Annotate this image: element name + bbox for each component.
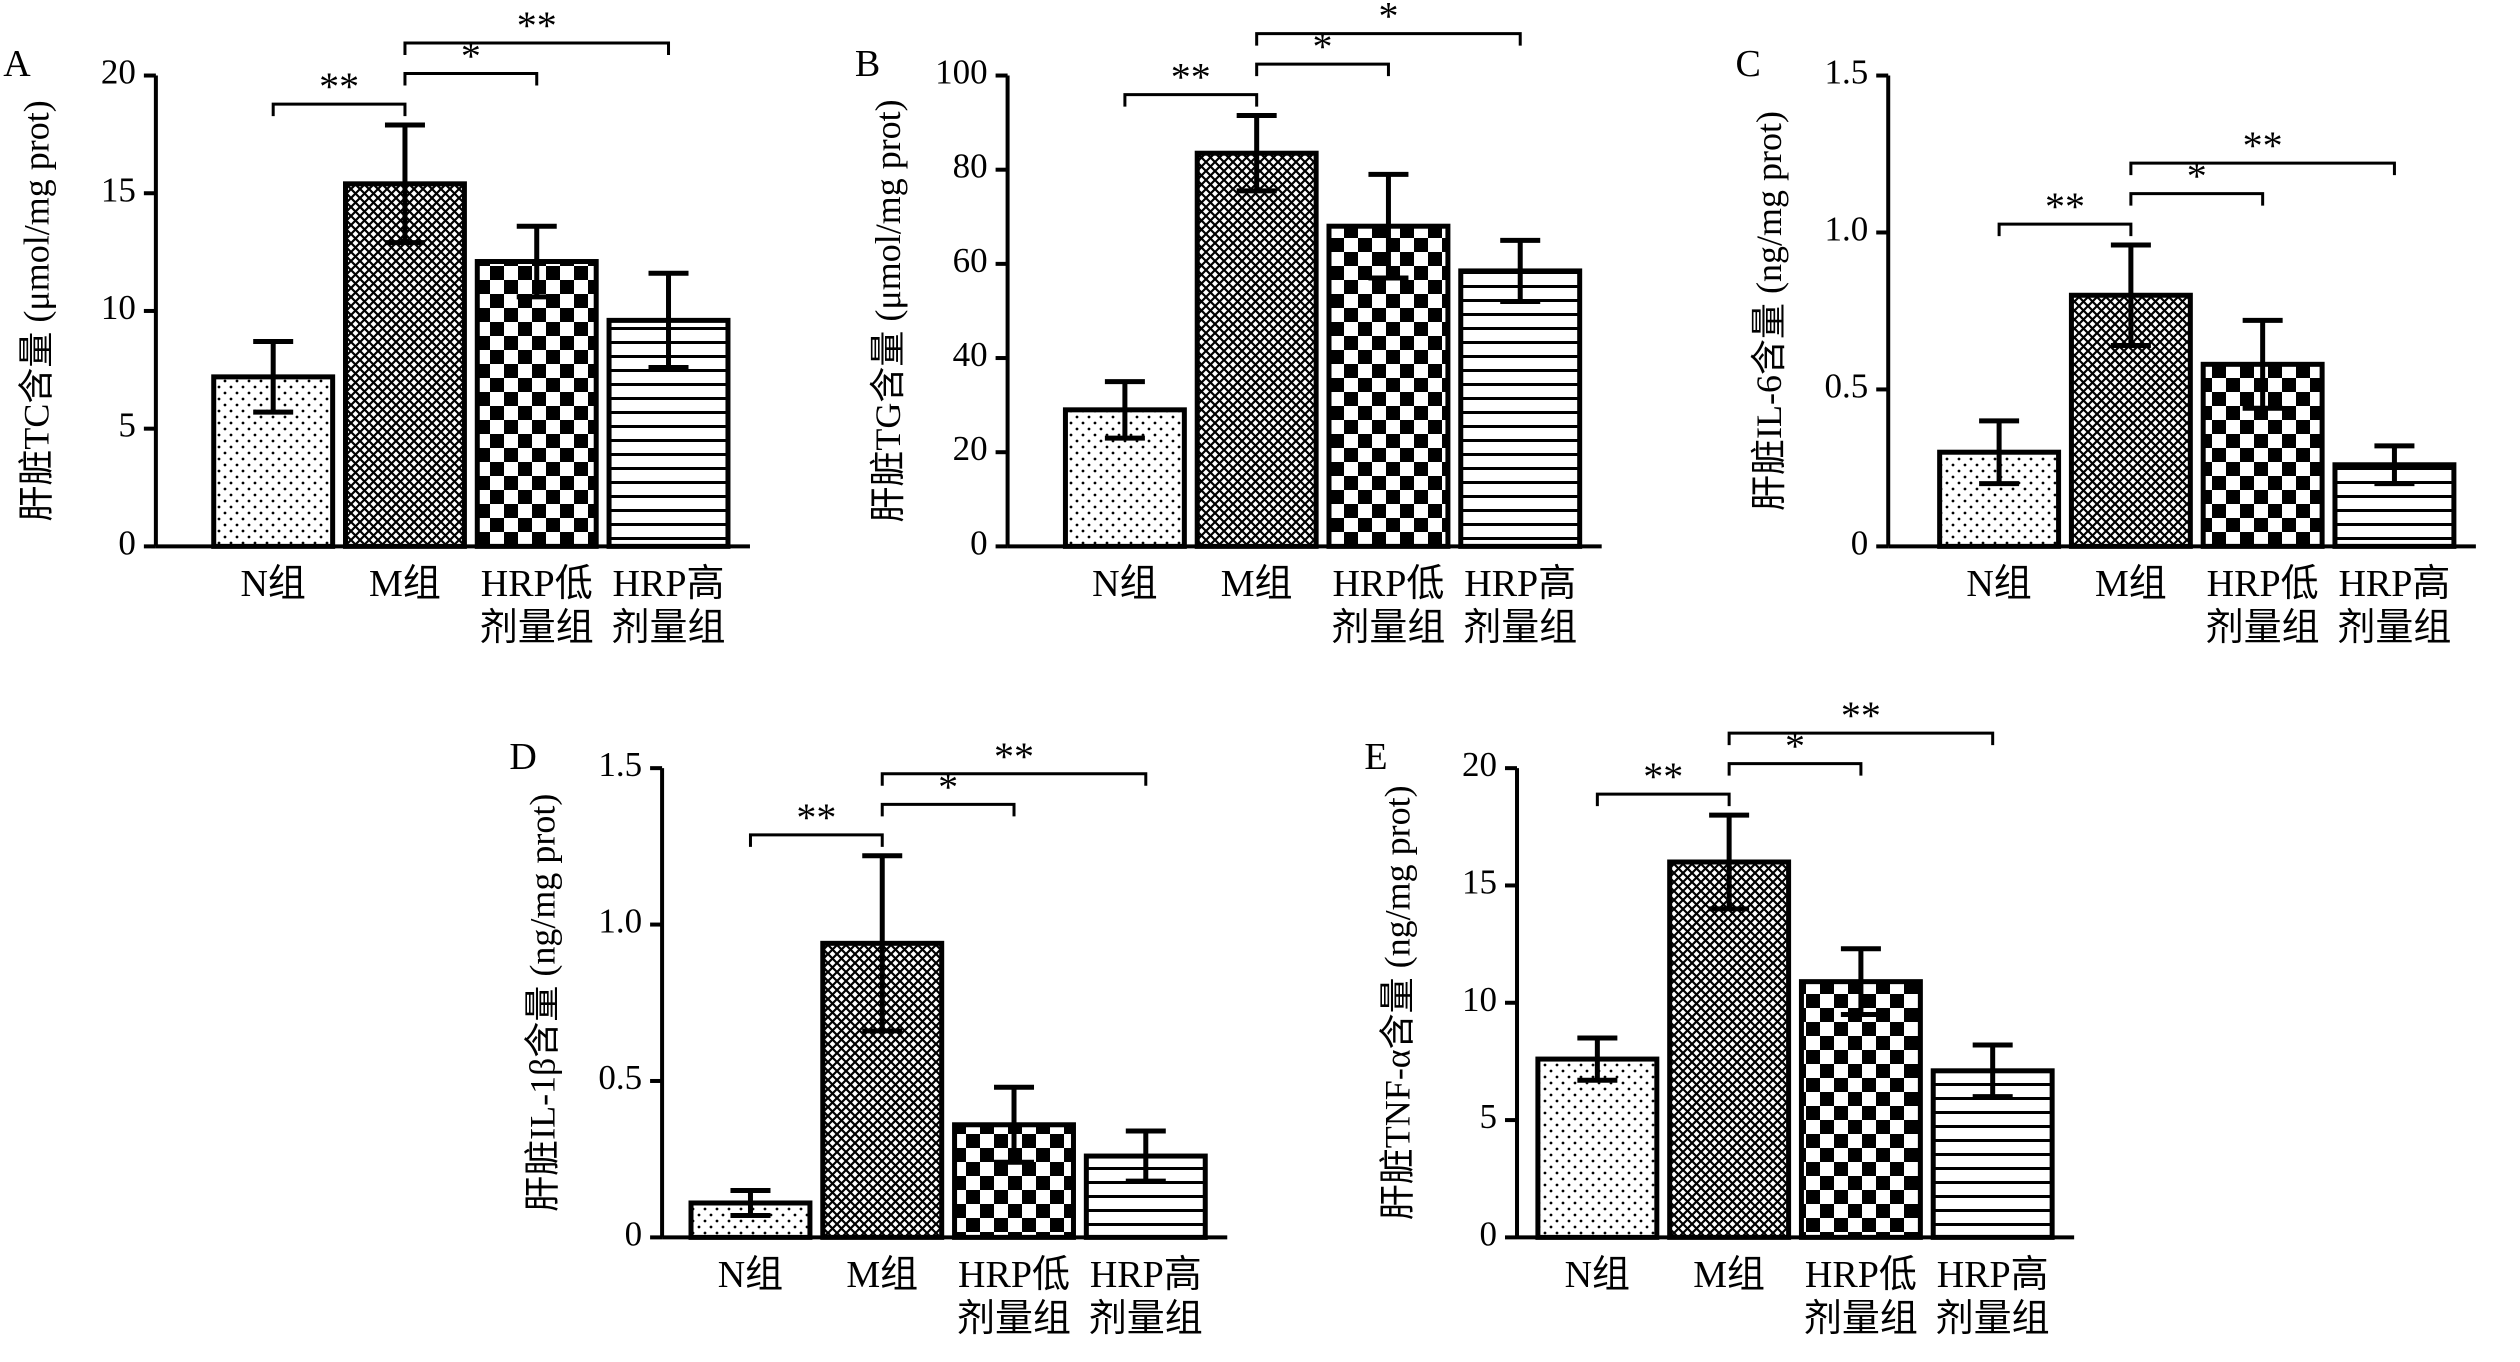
y-tick-label: 40 <box>953 335 988 374</box>
y-tick-label: 10 <box>1462 980 1497 1019</box>
x-tick-label: M组 <box>2094 563 2167 606</box>
y-axis-label: 肝脏TG含量 (μmol/mg prot) <box>868 99 908 522</box>
y-tick-label: 5 <box>118 406 136 445</box>
y-axis-label: 肝脏IL-6含量 (ng/mg prot) <box>1749 111 1789 511</box>
y-tick-label: 10 <box>101 288 136 327</box>
significance-label: ** <box>1643 754 1683 799</box>
significance-bracket <box>1123 93 1259 107</box>
y-axis-label: 肝脏TNF-α含量 (ng/mg prot) <box>1378 785 1418 1220</box>
bar <box>1194 150 1319 549</box>
y-tick-label: 0.5 <box>1824 366 1868 405</box>
bar <box>1535 1056 1660 1240</box>
significance-label: ** <box>2045 184 2085 229</box>
bar <box>1667 859 1792 1240</box>
y-tick-label: 80 <box>953 147 988 186</box>
y-tick-label: 0 <box>1851 523 1869 562</box>
significance-bracket <box>1595 792 1731 807</box>
panel-label: E <box>1364 736 1387 778</box>
significance-bracket <box>748 833 884 847</box>
x-tick-label: N组 <box>1966 563 2032 606</box>
significance-bracket <box>880 802 1016 817</box>
x-tick-label: M组 <box>1220 563 1293 606</box>
x-tick-label: HRP高剂量组 <box>611 563 726 650</box>
x-tick-label: HRP低剂量组 <box>479 563 594 650</box>
y-tick-label: 15 <box>101 170 136 209</box>
y-tick-label: 1.5 <box>1824 53 1868 92</box>
y-tick-label: 0 <box>970 523 988 562</box>
y-axis-label: 肝脏TC含量 (μmol/mg prot) <box>16 100 56 521</box>
x-tick-label: HRP高剂量组 <box>2337 563 2452 650</box>
x-tick-label: N组 <box>717 1254 784 1297</box>
x-tick-label: M组 <box>369 563 441 606</box>
significance-label: * <box>1785 724 1805 769</box>
x-tick-label: HRP低剂量组 <box>1331 563 1446 650</box>
x-tick-label: HRP高剂量组 <box>1088 1254 1203 1341</box>
y-axis-label: 肝脏IL-1β含量 (ng/mg prot) <box>523 794 563 1212</box>
x-tick-label: HRP低剂量组 <box>1803 1254 1918 1341</box>
significance-bracket <box>1255 32 1522 46</box>
y-tick-label: 20 <box>1462 745 1497 784</box>
panel-label: B <box>855 43 880 85</box>
significance-bracket <box>2129 161 2396 176</box>
significance-bracket <box>403 41 671 56</box>
significance-bracket <box>403 72 539 86</box>
significance-bracket <box>271 102 407 117</box>
significance-label: ** <box>1841 693 1881 738</box>
significance-bracket <box>880 772 1148 786</box>
x-tick-label: M组 <box>1693 1254 1766 1297</box>
significance-bracket <box>1997 222 2133 237</box>
y-tick-label: 1.5 <box>598 745 642 784</box>
y-tick-label: 1.0 <box>1824 210 1868 249</box>
x-tick-label: HRP高剂量组 <box>1463 563 1578 650</box>
significance-bracket <box>1255 62 1390 77</box>
significance-label: ** <box>1171 55 1211 100</box>
x-tick-label: HRP低剂量组 <box>2205 563 2320 650</box>
panel-label: D <box>509 736 536 778</box>
x-tick-label: M组 <box>846 1254 919 1297</box>
bar <box>1458 268 1583 549</box>
significance-bracket <box>1727 762 1863 776</box>
significance-label: * <box>1378 0 1398 39</box>
y-tick-label: 20 <box>101 53 136 92</box>
significance-bracket <box>2129 192 2265 206</box>
significance-label: ** <box>319 64 359 109</box>
y-tick-label: 20 <box>953 429 988 468</box>
y-tick-label: 15 <box>1462 862 1497 901</box>
significance-label: ** <box>517 3 557 48</box>
bar <box>1798 979 1923 1240</box>
bar <box>606 317 731 549</box>
x-tick-label: N组 <box>240 563 306 606</box>
significance-bracket <box>1727 731 1995 746</box>
significance-label: * <box>461 34 481 79</box>
x-tick-label: HRP高剂量组 <box>1935 1254 2050 1341</box>
y-tick-label: 0.5 <box>598 1058 642 1097</box>
x-tick-label: N组 <box>1564 1254 1631 1297</box>
significance-label: ** <box>796 795 836 840</box>
significance-label: ** <box>2243 123 2283 168</box>
bar <box>2200 361 2325 549</box>
panel-label: C <box>1736 43 1761 85</box>
y-tick-label: 0 <box>625 1214 643 1253</box>
y-tick-label: 0 <box>118 523 136 562</box>
y-tick-label: 1.0 <box>598 902 642 941</box>
significance-label: * <box>938 764 958 809</box>
y-tick-label: 5 <box>1480 1097 1498 1136</box>
significance-label: ** <box>994 734 1034 779</box>
y-tick-label: 0 <box>1480 1214 1498 1253</box>
significance-label: * <box>1313 24 1333 69</box>
y-tick-label: 100 <box>935 53 988 92</box>
bar <box>474 259 599 549</box>
y-tick-label: 60 <box>953 241 988 280</box>
x-tick-label: N组 <box>1092 563 1158 606</box>
panel-label: A <box>3 43 31 85</box>
significance-label: * <box>2187 154 2207 199</box>
x-tick-label: HRP低剂量组 <box>957 1254 1072 1341</box>
